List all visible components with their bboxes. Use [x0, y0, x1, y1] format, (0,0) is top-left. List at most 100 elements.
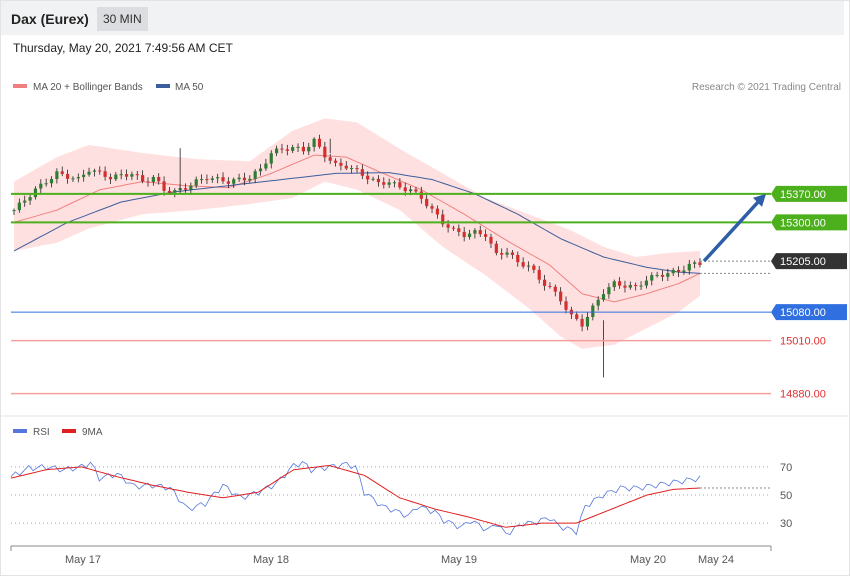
- candle: [655, 271, 659, 278]
- candle: [671, 267, 675, 276]
- candle-body: [296, 146, 300, 148]
- candle: [157, 173, 161, 185]
- x-tick-label: May 17: [65, 554, 101, 566]
- candle-body: [660, 274, 665, 277]
- candle-body: [226, 181, 230, 184]
- candle-body: [500, 253, 504, 255]
- candle-body: [360, 169, 364, 176]
- candle-body: [687, 263, 691, 271]
- candle-body: [580, 318, 584, 327]
- rsi-level-label: 50: [780, 490, 792, 502]
- candle-body: [146, 181, 150, 183]
- candle-body: [258, 168, 263, 172]
- candle-body: [199, 179, 204, 181]
- candle: [269, 150, 273, 169]
- candle-body: [307, 146, 311, 152]
- x-tick-label: May 20: [630, 554, 666, 566]
- candle: [23, 195, 27, 207]
- candle-body: [457, 228, 461, 232]
- rsi-line: [10, 460, 701, 536]
- x-tick-label: May 24: [698, 554, 734, 566]
- candle-body: [446, 224, 450, 228]
- candle-body: [655, 274, 659, 276]
- support-label: 15080.00: [780, 307, 826, 319]
- candle-body: [275, 148, 279, 154]
- price-levels: 15370.00 15300.00 15205.00 15080.00 15010.00…: [11, 185, 847, 401]
- candle: [317, 134, 322, 149]
- candle: [355, 164, 359, 173]
- ma20-legend-label: MA 20 + Bollinger Bands: [33, 82, 143, 93]
- candle: [253, 169, 257, 184]
- projection-arrow-shaft: [702, 197, 763, 263]
- candle-body: [371, 178, 375, 180]
- resistance-label-box: [771, 185, 847, 202]
- candle-body: [542, 279, 547, 286]
- candle: [634, 282, 638, 291]
- candle: [585, 312, 590, 331]
- candle: [312, 137, 316, 152]
- candle: [307, 142, 311, 156]
- candle: [328, 153, 332, 165]
- candle: [548, 282, 552, 289]
- candle-body: [39, 183, 43, 189]
- candle: [639, 281, 643, 291]
- rsi-level-label: 30: [780, 518, 792, 530]
- candle: [301, 142, 306, 155]
- candle-body: [49, 179, 54, 184]
- candle-body: [484, 234, 488, 237]
- candle: [580, 314, 584, 332]
- bollinger-band: [14, 118, 700, 349]
- candle: [183, 183, 188, 193]
- candle: [108, 173, 113, 184]
- candle-body: [237, 177, 241, 180]
- candle-body: [521, 262, 525, 267]
- candle: [226, 177, 230, 189]
- candle: [323, 141, 327, 163]
- candle-body: [141, 175, 145, 182]
- instrument-title: Dax (Eurex): [11, 11, 89, 27]
- candle-body: [162, 181, 166, 191]
- candle: [473, 228, 477, 239]
- candle-body: [516, 254, 520, 263]
- candle-body: [157, 176, 161, 182]
- rsi-level-label: 70: [780, 462, 792, 474]
- ma50-line: [13, 172, 701, 274]
- x-axis: May 17 May 18 May 19 May 20 May 24: [10, 545, 772, 566]
- candle: [119, 169, 123, 180]
- candle-body: [601, 294, 606, 300]
- candle: [618, 277, 622, 289]
- candle-body: [634, 284, 638, 287]
- support-label: 15010.00: [780, 336, 826, 348]
- candle: [467, 229, 472, 240]
- candle: [387, 178, 391, 188]
- candle: [39, 179, 43, 194]
- candle-body: [403, 187, 407, 192]
- candle-body: [119, 174, 123, 176]
- candle-body: [676, 269, 681, 273]
- candle-body: [82, 174, 86, 178]
- candle-body: [376, 178, 381, 183]
- candle: [666, 268, 670, 281]
- candle: [451, 225, 456, 231]
- candle: [12, 208, 16, 216]
- resistance-label: 15370.00: [780, 189, 826, 201]
- support-label-box: [771, 304, 847, 321]
- timeframe-button[interactable]: 30 MIN: [97, 7, 148, 31]
- candle: [199, 174, 204, 184]
- candle-body: [494, 243, 498, 254]
- candle: [687, 259, 691, 275]
- candle-body: [537, 269, 541, 280]
- chart-datetime: Thursday, May 20, 2021 7:49:56 AM CET: [13, 41, 233, 55]
- candle: [526, 261, 531, 272]
- candle: [275, 145, 279, 157]
- ma50-legend-label: MA 50: [175, 82, 204, 93]
- candle: [366, 171, 370, 185]
- candle-body: [623, 285, 627, 288]
- candle: [462, 227, 466, 242]
- candle: [623, 280, 627, 293]
- candle: [425, 194, 429, 209]
- candle-body: [559, 291, 563, 302]
- candle-body: [189, 185, 193, 190]
- candle-body: [644, 280, 649, 286]
- copyright-text: Research © 2021 Trading Central: [692, 82, 841, 93]
